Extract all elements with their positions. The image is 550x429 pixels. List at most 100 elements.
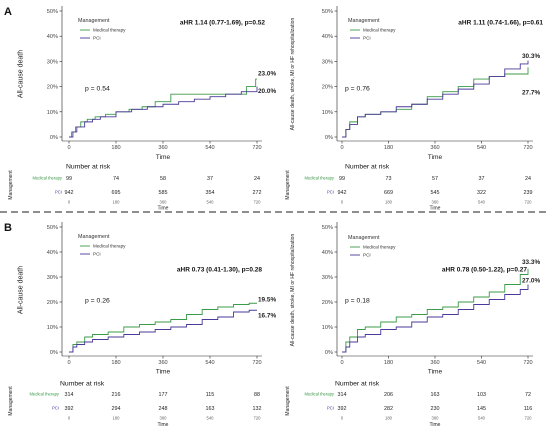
hazard-ratio-annotation: aHR 0.73 (0.41-1.30), p=0.28 — [177, 266, 262, 273]
y-tick-label: 10% — [322, 110, 333, 116]
risk-table-group-label: Management — [285, 170, 291, 200]
hazard-ratio-annotation: aHR 1.14 (0.77-1.69), p=0.52 — [180, 19, 265, 26]
y-axis-label: All-cause death, stroke, MI or HF rehosp… — [290, 233, 296, 346]
legend-label-pci: PCI — [93, 36, 101, 41]
risk-count: 354 — [206, 190, 215, 196]
risk-table-tick-label: 0 — [341, 199, 344, 204]
x-tick-label: 540 — [477, 360, 486, 366]
risk-count: 103 — [477, 392, 486, 398]
legend-label-pci: PCI — [363, 253, 371, 258]
risk-count: 177 — [159, 392, 168, 398]
risk-count: 314 — [338, 392, 347, 398]
legend-label-pci: PCI — [93, 252, 101, 257]
p-value-label: p = 0.76 — [345, 85, 370, 92]
y-tick-label: 20% — [47, 300, 58, 306]
risk-row-label-pci: PCI — [327, 405, 334, 410]
end-label-medical-therapy: 19.5% — [258, 296, 276, 303]
y-tick-label: 30% — [47, 275, 58, 281]
risk-row-label-medical-therapy: Medical therapy — [29, 391, 59, 396]
x-tick-label: 0 — [67, 145, 70, 151]
risk-table-x-label: Time — [430, 422, 441, 428]
risk-table-tick-label: 360 — [432, 199, 440, 204]
risk-table-x-label: Time — [158, 205, 169, 211]
risk-table-title: Number at risk — [60, 380, 105, 387]
y-tick-label: 10% — [47, 110, 58, 116]
risk-count: 145 — [477, 406, 486, 412]
risk-table-tick-label: 180 — [113, 415, 121, 420]
series-line-pci — [342, 60, 529, 138]
panel-label-a: A — [4, 6, 12, 18]
risk-count: 392 — [338, 406, 347, 412]
x-tick-label: 180 — [111, 360, 120, 366]
x-tick-label: 720 — [523, 360, 532, 366]
risk-count: 88 — [254, 392, 260, 398]
x-axis-label: Time — [156, 368, 171, 375]
risk-table-tick-label: 540 — [478, 199, 486, 204]
risk-table-group-label: Management — [285, 386, 291, 416]
risk-count: 695 — [112, 190, 121, 196]
y-tick-label: 10% — [47, 325, 58, 331]
series-line-pci — [342, 284, 529, 353]
risk-count: 58 — [160, 176, 166, 182]
risk-count: 57 — [432, 176, 438, 182]
risk-table-tick-label: 720 — [525, 199, 533, 204]
risk-table-tick-label: 540 — [207, 415, 215, 420]
risk-count: 115 — [206, 392, 215, 398]
risk-table-title: Number at risk — [66, 163, 111, 170]
y-tick-label: 50% — [47, 9, 58, 15]
risk-count: 116 — [524, 406, 533, 412]
risk-count: 37 — [479, 176, 485, 182]
legend-title: Management — [348, 18, 380, 24]
risk-count: 272 — [253, 190, 262, 196]
risk-table-tick-label: 180 — [385, 415, 393, 420]
x-tick-label: 0 — [340, 145, 343, 151]
y-tick-label: 40% — [47, 34, 58, 40]
risk-count: 669 — [384, 190, 393, 196]
legend-title: Management — [78, 18, 110, 24]
series-line-medical-therapy — [342, 268, 529, 353]
risk-count: 132 — [253, 406, 262, 412]
x-tick-label: 540 — [205, 145, 214, 151]
risk-count: 72 — [525, 392, 531, 398]
end-label-medical-therapy: 23.0% — [258, 70, 276, 77]
risk-row-label-medical-therapy: Medical therapy — [304, 391, 334, 396]
risk-table-x-label: Time — [158, 422, 169, 428]
y-tick-label: 40% — [47, 250, 58, 256]
end-label-pci: 20.0% — [258, 88, 276, 95]
x-tick-label: 540 — [477, 145, 486, 151]
y-axis-label: All-cause death — [17, 50, 24, 98]
risk-table-tick-label: 0 — [68, 415, 71, 420]
y-tick-label: 20% — [47, 85, 58, 91]
y-axis-label: All-cause death, stroke, MI or HF rehosp… — [290, 17, 296, 130]
risk-row-label-pci: PCI — [55, 189, 62, 194]
risk-count: 163 — [206, 406, 215, 412]
risk-table-title: Number at risk — [345, 163, 390, 170]
p-value-label: p = 0.18 — [345, 297, 370, 304]
risk-count: 294 — [112, 406, 121, 412]
x-tick-label: 360 — [158, 360, 167, 366]
risk-count: 230 — [431, 406, 440, 412]
x-tick-label: 720 — [523, 145, 532, 151]
risk-table-tick-label: 540 — [478, 415, 486, 420]
end-label-medical-therapy: 27.7% — [522, 89, 540, 96]
hazard-ratio-annotation: aHR 1.11 (0.74-1.66), p=0.61 — [458, 19, 543, 26]
risk-count: 248 — [159, 406, 168, 412]
legend-title: Management — [348, 235, 380, 241]
risk-count: 37 — [207, 176, 213, 182]
x-tick-label: 360 — [430, 145, 439, 151]
y-tick-label: 40% — [322, 34, 333, 40]
end-label-pci: 16.7% — [258, 312, 276, 319]
risk-table-title: Number at risk — [335, 380, 380, 387]
panel-label-b: B — [4, 222, 12, 234]
end-label-pci: 27.0% — [522, 278, 540, 285]
legend-label-medical-therapy: Medical therapy — [93, 28, 126, 33]
y-tick-label: 50% — [322, 9, 333, 15]
risk-count: 24 — [525, 176, 531, 182]
x-axis-label: Time — [428, 368, 443, 375]
y-tick-label: 20% — [322, 85, 333, 91]
risk-count: 73 — [386, 176, 392, 182]
risk-table-tick-label: 360 — [432, 415, 440, 420]
y-tick-label: 0% — [50, 135, 58, 141]
x-tick-label: 720 — [252, 360, 261, 366]
legend-label-pci: PCI — [363, 36, 371, 41]
